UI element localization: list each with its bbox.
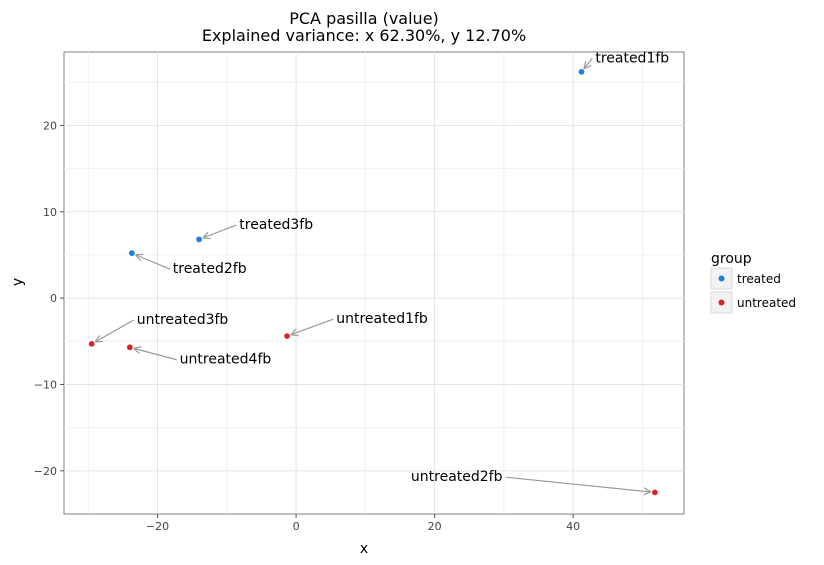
x-axis-title: x <box>360 541 368 557</box>
point-labels: treated1fb treated3fb treated2fb untreated3… <box>137 50 670 485</box>
legend-label-untreated: untreated <box>737 296 796 310</box>
x-tick-label: 20 <box>428 520 442 533</box>
x-tick-label: −20 <box>146 520 169 533</box>
label-arrowhead <box>201 231 211 240</box>
label-arrowhead <box>132 346 142 354</box>
label-arrows <box>94 57 653 496</box>
point-label-untreated2fb: untreated2fb <box>411 469 503 485</box>
data-point-untreated1fb <box>283 332 291 341</box>
chart-title: PCA pasilla (value) <box>289 9 439 28</box>
label-arrow <box>202 224 237 239</box>
label-arrow <box>583 57 593 70</box>
y-tick-label: −10 <box>34 378 57 391</box>
label-arrow <box>505 476 651 493</box>
x-tick-label: 0 <box>293 520 300 533</box>
legend: group treated untreated <box>710 251 796 314</box>
legend-key-point <box>718 299 725 306</box>
y-tick-label: 10 <box>43 206 57 219</box>
grid-lines <box>64 52 684 514</box>
x-tick-label: 40 <box>566 520 580 533</box>
label-arrowhead <box>289 328 299 337</box>
data-point-untreated2fb <box>651 488 659 497</box>
label-arrowhead <box>94 335 104 343</box>
y-tick-label: 20 <box>43 119 57 132</box>
label-arrow <box>133 347 177 361</box>
axis-ticks: −20 0 20 40 −20 −10 0 10 20 <box>34 119 580 533</box>
data-point-treated2fb <box>127 249 136 258</box>
y-axis-title: y <box>10 278 26 286</box>
label-arrowhead <box>583 60 592 70</box>
point-label-treated3fb: treated3fb <box>239 217 313 233</box>
point-label-untreated4fb: untreated4fb <box>180 352 272 368</box>
legend-title: group <box>711 251 752 267</box>
y-tick-label: 0 <box>50 292 57 305</box>
point-label-treated1fb: treated1fb <box>595 50 669 66</box>
label-arrow <box>290 318 334 336</box>
label-arrowhead <box>134 253 144 262</box>
data-point-untreated4fb <box>125 343 134 352</box>
point-label-untreated3fb: untreated3fb <box>137 312 229 328</box>
label-arrowhead <box>643 487 653 496</box>
y-tick-label: −20 <box>34 465 57 478</box>
data-point-treated3fb <box>195 235 203 244</box>
data-point-treated1fb <box>577 67 586 76</box>
plot-panel <box>63 51 685 515</box>
label-arrow <box>135 254 170 270</box>
data-point-untreated3fb <box>87 339 96 348</box>
legend-label-treated: treated <box>737 272 781 286</box>
label-arrow <box>94 319 135 343</box>
legend-key-point <box>718 275 725 282</box>
point-label-untreated1fb: untreated1fb <box>336 311 428 327</box>
data-points <box>87 67 659 497</box>
chart-subtitle: Explained variance: x 62.30%, y 12.70% <box>202 26 526 45</box>
point-label-treated2fb: treated2fb <box>173 261 247 277</box>
